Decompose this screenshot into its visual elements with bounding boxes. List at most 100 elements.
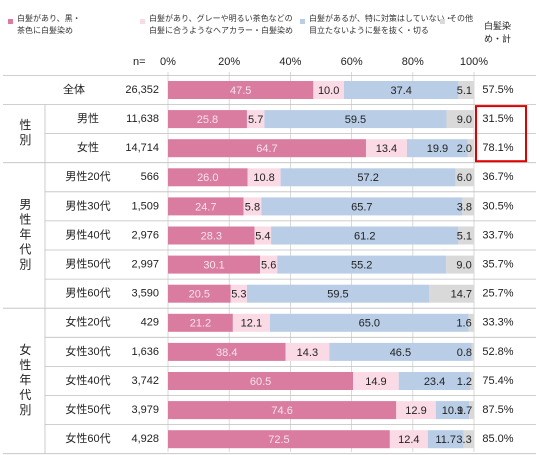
row-label: 男性50代: [65, 257, 110, 271]
value-label: 14.3: [297, 347, 318, 359]
bar-segment: [246, 110, 265, 129]
value-label: 28.3: [201, 230, 222, 242]
n-value: 1,509: [131, 200, 159, 212]
value-label: 1.7: [457, 405, 472, 417]
bar-segment: [446, 110, 474, 129]
legend-swatch: [8, 19, 13, 24]
value-label: 5.1: [457, 85, 472, 97]
total-value: 33.7%: [482, 229, 513, 241]
bar-segment: [168, 226, 255, 245]
x-tick-label: 80%: [402, 56, 424, 68]
value-label: 5.1: [457, 230, 472, 242]
bar-segment: [254, 226, 272, 245]
bar-segment: [406, 139, 468, 158]
bar-segment: [247, 168, 281, 187]
bar-segment: [471, 342, 474, 361]
bar-segment: [329, 342, 472, 361]
bar-segment: [435, 401, 470, 420]
value-label: 19.9: [427, 143, 448, 155]
bar-segment: [396, 401, 436, 420]
total-value: 52.8%: [482, 346, 513, 358]
x-tick-label: 20%: [218, 56, 240, 68]
value-label: 59.5: [345, 114, 366, 126]
value-label: 10.8: [253, 172, 274, 184]
x-tick-label: 60%: [341, 56, 363, 68]
bar-segment: [243, 197, 262, 216]
bar-segment: [455, 168, 474, 187]
bar-segment: [168, 401, 397, 420]
value-label: 20.5: [189, 289, 210, 301]
value-label: 12.9: [405, 405, 426, 417]
x-tick-label: 100%: [460, 56, 488, 68]
value-label: 57.2: [357, 172, 378, 184]
value-label: 55.2: [351, 260, 372, 272]
row-label: 男性20代: [65, 169, 110, 183]
value-label: 26.0: [197, 172, 218, 184]
row-label: 女性30代: [65, 344, 110, 358]
total-value: 85.0%: [482, 433, 513, 445]
value-label: 6.0: [457, 172, 472, 184]
bar-segment: [246, 284, 430, 303]
bar-segment: [427, 430, 464, 449]
group-label: 性別: [18, 118, 32, 148]
value-label: 61.2: [354, 230, 375, 242]
value-label: 72.5: [268, 434, 289, 446]
value-label: 65.0: [359, 318, 380, 330]
value-label: 2.0: [457, 143, 472, 155]
highlight-box: [475, 105, 527, 163]
bar-segment: [280, 168, 456, 187]
bar-segment: [168, 197, 244, 216]
bar-segment: [365, 139, 407, 158]
value-label: 64.7: [256, 143, 277, 155]
row-label: 女性60代: [65, 431, 110, 445]
total-header: 白髪染め・計: [484, 21, 512, 44]
legend-swatch: [140, 19, 145, 24]
group-label: 男性年代別: [18, 198, 32, 273]
total-value: 33.3%: [482, 317, 513, 329]
bar-segment: [389, 430, 428, 449]
row-label: 女性50代: [65, 402, 110, 416]
value-label: 25.8: [197, 114, 218, 126]
value-label: 12.1: [241, 318, 262, 330]
value-label: 60.5: [250, 376, 271, 388]
bar-segment: [446, 255, 474, 274]
total-value: 57.5%: [482, 84, 513, 96]
value-label: 1.2: [457, 376, 472, 388]
n-value: 11,638: [126, 113, 159, 125]
n-value: 2,976: [131, 229, 159, 241]
row-label: 女性: [77, 140, 99, 154]
bar-segment: [398, 372, 471, 390]
value-label: 74.6: [271, 405, 292, 417]
value-label: 5.6: [261, 260, 276, 272]
value-label: 1.6: [456, 318, 471, 330]
bar-segment: [285, 342, 330, 361]
n-value: 3,979: [131, 404, 159, 416]
row-label: 男性60代: [65, 286, 110, 300]
total-value: 25.7%: [482, 288, 513, 300]
value-label: 24.7: [195, 201, 216, 213]
value-label: 13.4: [376, 143, 397, 155]
value-label: 38.4: [216, 347, 237, 359]
n-value: 429: [141, 317, 159, 329]
value-label: 21.2: [190, 318, 211, 330]
bar-segment: [168, 313, 233, 332]
total-value: 31.5%: [482, 113, 513, 125]
value-label: 9.0: [456, 260, 471, 272]
bar-segment: [168, 81, 314, 99]
row-label: 男性30代: [65, 198, 110, 212]
n-value: 1,636: [131, 346, 159, 358]
group-label: 女性年代別: [18, 342, 32, 418]
x-tick-label: 40%: [279, 56, 301, 68]
bar-segment: [313, 81, 344, 99]
n-label: n=: [133, 56, 146, 68]
n-value: 26,352: [125, 84, 159, 96]
legend-label: 白髪があるが、特に対策はしていない・目立たないように髪を抜く・切る: [309, 14, 453, 35]
value-label: 37.4: [390, 85, 411, 97]
value-label: 3.3: [456, 434, 471, 446]
bar-segment: [429, 284, 474, 303]
bar-segment: [462, 197, 474, 216]
row-label: 女性40代: [65, 373, 110, 387]
total-value: 30.5%: [482, 200, 513, 212]
bar-segment: [458, 81, 474, 99]
